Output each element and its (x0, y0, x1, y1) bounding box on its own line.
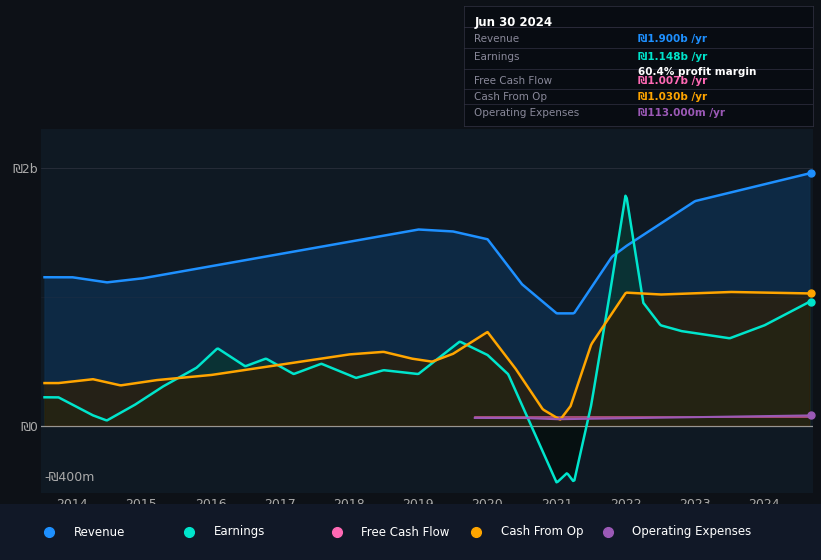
Text: Cash From Op: Cash From Op (475, 92, 548, 102)
Text: Earnings: Earnings (475, 53, 520, 62)
Text: ₪1.030b /yr: ₪1.030b /yr (639, 92, 708, 102)
Text: Jun 30 2024: Jun 30 2024 (475, 16, 553, 30)
Text: Operating Expenses: Operating Expenses (475, 108, 580, 118)
Text: Revenue: Revenue (475, 34, 520, 44)
Text: Earnings: Earnings (213, 525, 265, 539)
Text: Revenue: Revenue (74, 525, 126, 539)
Text: ₪113.000m /yr: ₪113.000m /yr (639, 108, 725, 118)
Text: Free Cash Flow: Free Cash Flow (361, 525, 450, 539)
Text: Free Cash Flow: Free Cash Flow (475, 77, 553, 86)
Text: 60.4% profit margin: 60.4% profit margin (639, 67, 757, 77)
Text: Cash From Op: Cash From Op (501, 525, 583, 539)
Text: ₪1.148b /yr: ₪1.148b /yr (639, 53, 708, 62)
Text: Operating Expenses: Operating Expenses (632, 525, 751, 539)
Text: ₪1.900b /yr: ₪1.900b /yr (639, 34, 708, 44)
Text: -₪400m: -₪400m (44, 471, 95, 484)
Text: ₪1.007b /yr: ₪1.007b /yr (639, 77, 708, 86)
